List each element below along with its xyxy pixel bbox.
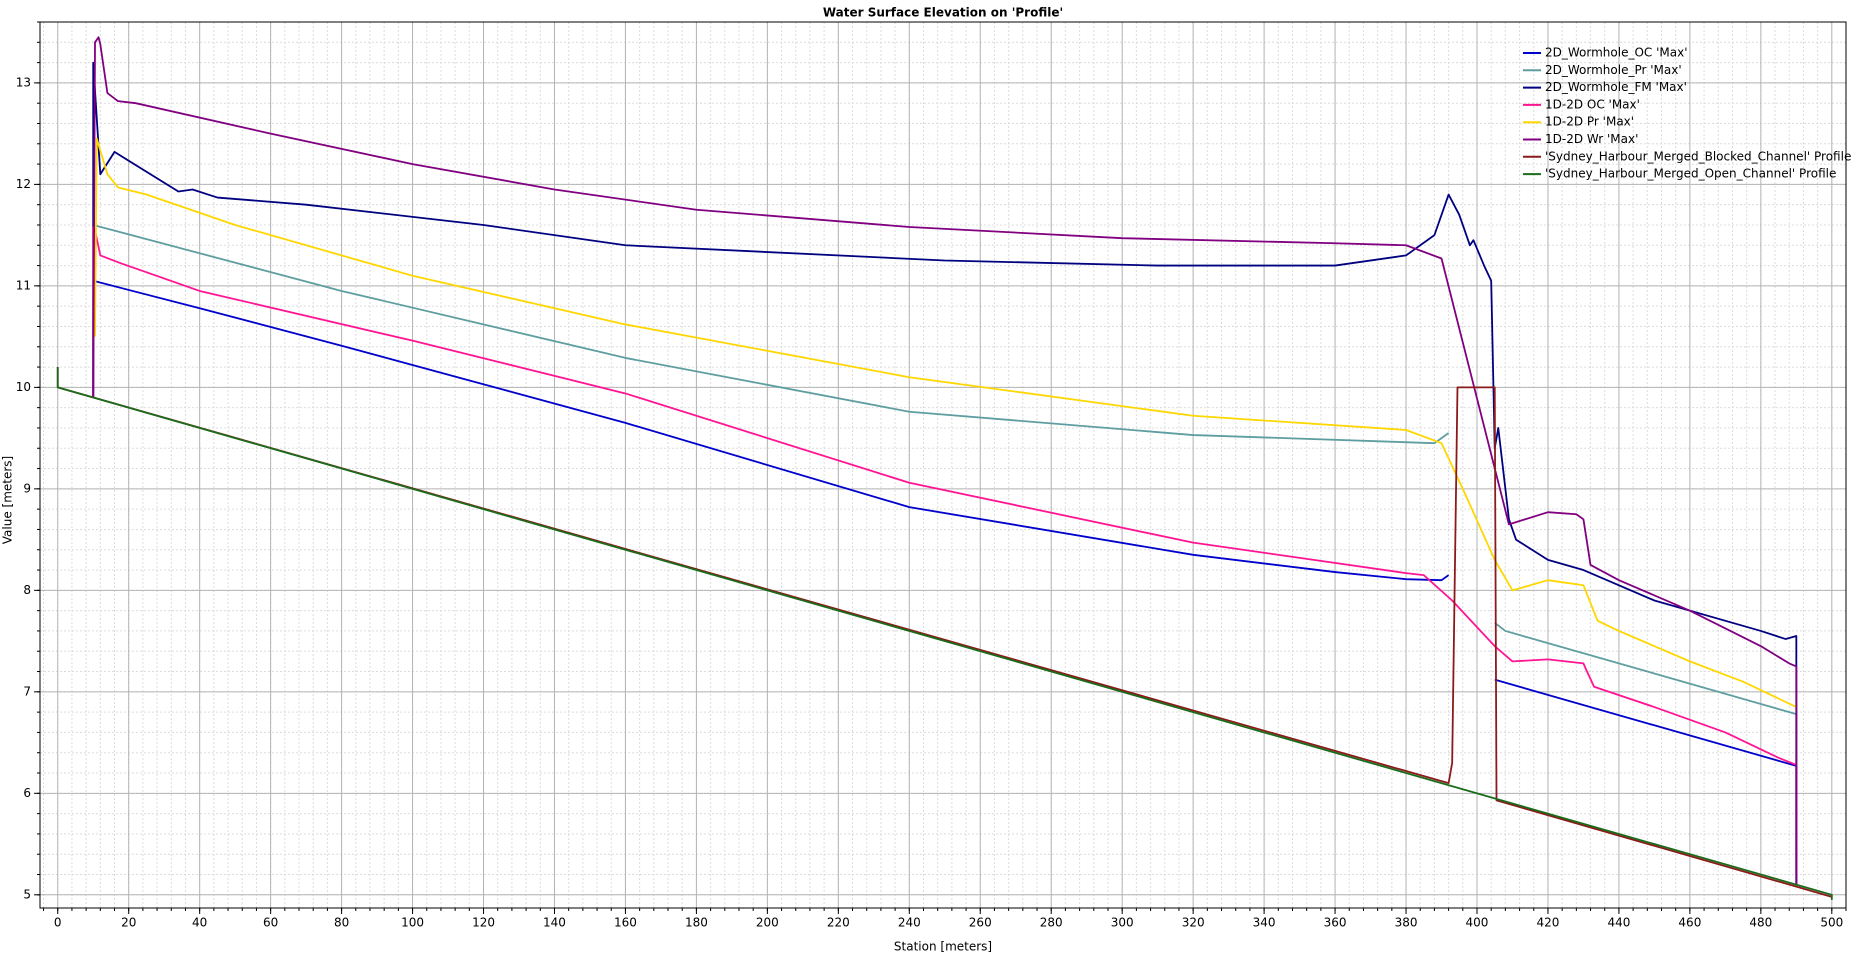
x-tick-label: 320 (1182, 916, 1205, 930)
legend-label: 1D-2D OC 'Max' (1545, 97, 1640, 111)
legend-label: 2D_Wormhole_FM 'Max' (1545, 80, 1687, 94)
y-tick-label: 7 (23, 684, 31, 698)
x-axis-label: Station [meters] (894, 940, 992, 954)
y-tick-label: 13 (16, 75, 31, 89)
x-tick-label: 180 (685, 916, 708, 930)
x-tick-label: 280 (1040, 916, 1063, 930)
y-tick-label: 6 (23, 786, 31, 800)
x-tick-label: 400 (1466, 916, 1489, 930)
x-tick-label: 160 (614, 916, 637, 930)
y-tick-label: 8 (23, 583, 31, 597)
x-tick-label: 460 (1678, 916, 1701, 930)
x-tick-label: 420 (1537, 916, 1560, 930)
legend-label: 1D-2D Pr 'Max' (1545, 115, 1634, 129)
series-line (94, 137, 1797, 708)
y-tick-label: 5 (23, 887, 31, 901)
y-axis-label: Value [meters] (1, 456, 15, 544)
legend-label: 2D_Wormhole_Pr 'Max' (1545, 63, 1682, 77)
x-tick-label: 440 (1607, 916, 1630, 930)
series-line (92, 61, 1798, 885)
x-tick-label: 380 (1395, 916, 1418, 930)
x-tick-label: 340 (1253, 916, 1276, 930)
y-tick-label: 12 (16, 177, 31, 191)
chart-title: Water Surface Elevation on 'Profile' (823, 6, 1063, 20)
legend-label: 2D_Wormhole_OC 'Max' (1545, 46, 1688, 60)
x-tick-label: 20 (121, 916, 136, 930)
x-tick-label: 360 (1324, 916, 1347, 930)
x-tick-label: 200 (756, 916, 779, 930)
x-tick-label: 140 (543, 916, 566, 930)
legend-label: 'Sydney_Harbour_Merged_Open_Channel' Pro… (1545, 167, 1836, 181)
legend-label: 1D-2D Wr 'Max' (1545, 132, 1638, 146)
x-tick-label: 40 (192, 916, 207, 930)
x-tick-label: 480 (1749, 916, 1772, 930)
series-line (92, 36, 1798, 885)
plot-frame (39, 21, 1847, 909)
x-tick-label: 0 (54, 916, 62, 930)
y-tick-label: 11 (16, 278, 31, 292)
x-tick-label: 300 (1111, 916, 1134, 930)
x-tick-label: 80 (334, 916, 349, 930)
x-tick-label: 500 (1820, 916, 1843, 930)
x-tick-label: 100 (401, 916, 424, 930)
x-tick-label: 260 (969, 916, 992, 930)
x-tick-label: 60 (263, 916, 278, 930)
x-tick-label: 220 (827, 916, 850, 930)
series-line (92, 226, 1798, 875)
y-tick-label: 10 (16, 380, 31, 394)
series-line (56, 367, 1833, 900)
y-tick-label: 9 (23, 481, 31, 495)
x-tick-label: 120 (472, 916, 495, 930)
legend-label: 'Sydney_Harbour_Merged_Blocked_Channel' … (1545, 149, 1851, 163)
x-tick-label: 240 (898, 916, 921, 930)
series-line (56, 367, 1833, 898)
